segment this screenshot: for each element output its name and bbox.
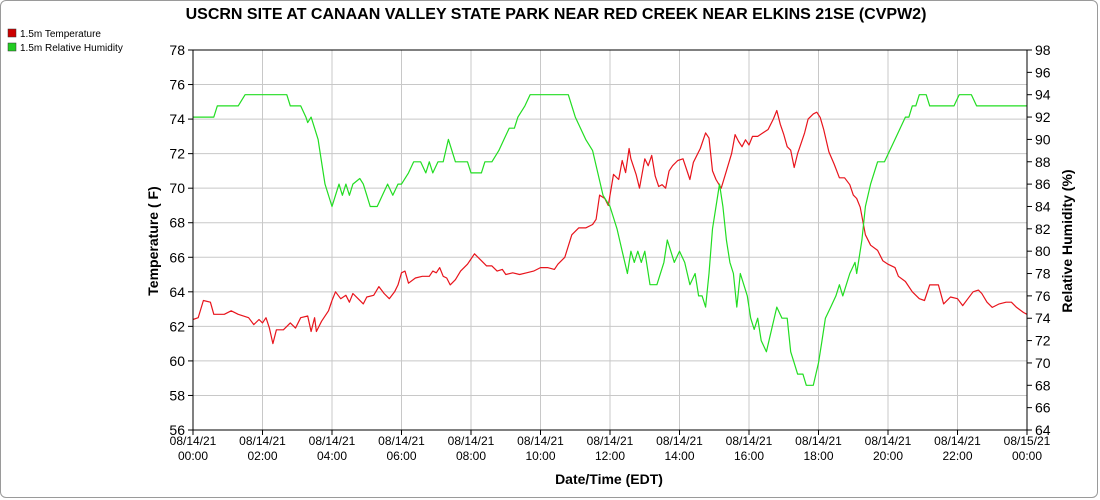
right-axis-ticks: 64 66 68 70 72 74 76 78 80 82 84 86 88 90 92 94 96 98 bbox=[1027, 42, 1051, 438]
legend-label-temperature: 1.5m Temperature bbox=[20, 29, 101, 40]
right-tick-label: 78 bbox=[1035, 266, 1051, 282]
left-tick-label: 60 bbox=[169, 353, 185, 369]
x-tick-label-time: 18:00 bbox=[803, 449, 833, 463]
x-tick-label-date: 08/14/21 bbox=[656, 434, 703, 448]
right-tick-label: 68 bbox=[1035, 377, 1051, 393]
right-tick-label: 72 bbox=[1035, 333, 1051, 349]
x-tick-label-date: 08/14/21 bbox=[795, 434, 842, 448]
left-tick-label: 78 bbox=[169, 42, 185, 58]
right-tick-label: 76 bbox=[1035, 288, 1051, 304]
x-tick-label-time: 00:00 bbox=[178, 449, 208, 463]
x-tick-label-date: 08/14/21 bbox=[448, 434, 495, 448]
left-axis-ticks: 56 58 60 62 64 66 68 70 72 74 76 78 bbox=[169, 42, 193, 438]
right-tick-label: 70 bbox=[1035, 355, 1051, 371]
legend-swatch-humidity bbox=[7, 42, 17, 52]
x-tick-label-time: 14:00 bbox=[664, 449, 694, 463]
right-tick-label: 64 bbox=[1035, 422, 1051, 438]
right-tick-label: 98 bbox=[1035, 42, 1051, 58]
x-tick-label-time: 10:00 bbox=[525, 449, 555, 463]
legend: 1.5m Temperature 1.5m Relative Humidity bbox=[7, 28, 123, 54]
right-tick-label: 94 bbox=[1035, 87, 1051, 103]
x-tick-label-date: 08/15/21 bbox=[1004, 434, 1051, 448]
right-tick-label: 82 bbox=[1035, 221, 1051, 237]
x-tick-label-time: 08:00 bbox=[456, 449, 486, 463]
x-tick-label-date: 08/14/21 bbox=[934, 434, 981, 448]
left-axis-title: Temperature ( F) bbox=[145, 186, 161, 295]
right-tick-label: 74 bbox=[1035, 310, 1051, 326]
legend-label-humidity: 1.5m Relative Humidity bbox=[20, 43, 123, 54]
x-tick-label-date: 08/14/21 bbox=[587, 434, 634, 448]
x-tick-label-time: 20:00 bbox=[873, 449, 903, 463]
x-tick-label-date: 08/14/21 bbox=[726, 434, 773, 448]
left-tick-label: 68 bbox=[169, 215, 185, 231]
left-tick-label: 64 bbox=[169, 284, 185, 300]
right-tick-label: 86 bbox=[1035, 176, 1051, 192]
right-tick-label: 80 bbox=[1035, 243, 1051, 259]
left-tick-label: 72 bbox=[169, 146, 185, 162]
left-tick-label: 74 bbox=[169, 111, 185, 127]
left-tick-label: 56 bbox=[169, 422, 185, 438]
left-tick-label: 70 bbox=[169, 180, 185, 196]
left-tick-label: 76 bbox=[169, 77, 185, 93]
left-tick-label: 62 bbox=[169, 318, 185, 334]
x-tick-label-date: 08/14/21 bbox=[170, 434, 217, 448]
x-axis-ticks: 08/14/2100:0008/14/2102:0008/14/2104:000… bbox=[170, 430, 1051, 463]
left-tick-label: 58 bbox=[169, 387, 185, 403]
x-tick-label-date: 08/14/21 bbox=[309, 434, 356, 448]
right-tick-label: 92 bbox=[1035, 109, 1051, 125]
left-tick-label: 66 bbox=[169, 249, 185, 265]
series-line-humidity bbox=[193, 94, 1027, 386]
x-tick-label-date: 08/14/21 bbox=[378, 434, 425, 448]
right-tick-label: 90 bbox=[1035, 131, 1051, 147]
x-tick-label-time: 04:00 bbox=[317, 449, 347, 463]
x-tick-label-date: 08/14/21 bbox=[517, 434, 564, 448]
legend-swatch-temperature bbox=[7, 28, 17, 38]
series-layer bbox=[192, 94, 1028, 386]
x-tick-label-time: 02:00 bbox=[247, 449, 277, 463]
right-tick-label: 66 bbox=[1035, 400, 1051, 416]
x-axis-title: Date/Time (EDT) bbox=[555, 471, 663, 487]
x-tick-label-time: 16:00 bbox=[734, 449, 764, 463]
right-tick-label: 88 bbox=[1035, 154, 1051, 170]
x-tick-label-time: 12:00 bbox=[595, 449, 625, 463]
grid-lines bbox=[192, 49, 1028, 431]
x-tick-label-date: 08/14/21 bbox=[239, 434, 286, 448]
chart-title: USCRN SITE AT CANAAN VALLEY STATE PARK N… bbox=[186, 6, 927, 23]
right-tick-label: 84 bbox=[1035, 198, 1051, 214]
right-axis-title: Relative Humidity (%) bbox=[1059, 169, 1075, 312]
x-tick-label-time: 22:00 bbox=[942, 449, 972, 463]
x-tick-label-date: 08/14/21 bbox=[865, 434, 912, 448]
x-tick-label-time: 00:00 bbox=[1012, 449, 1042, 463]
x-tick-label-time: 06:00 bbox=[386, 449, 416, 463]
right-tick-label: 96 bbox=[1035, 64, 1051, 80]
